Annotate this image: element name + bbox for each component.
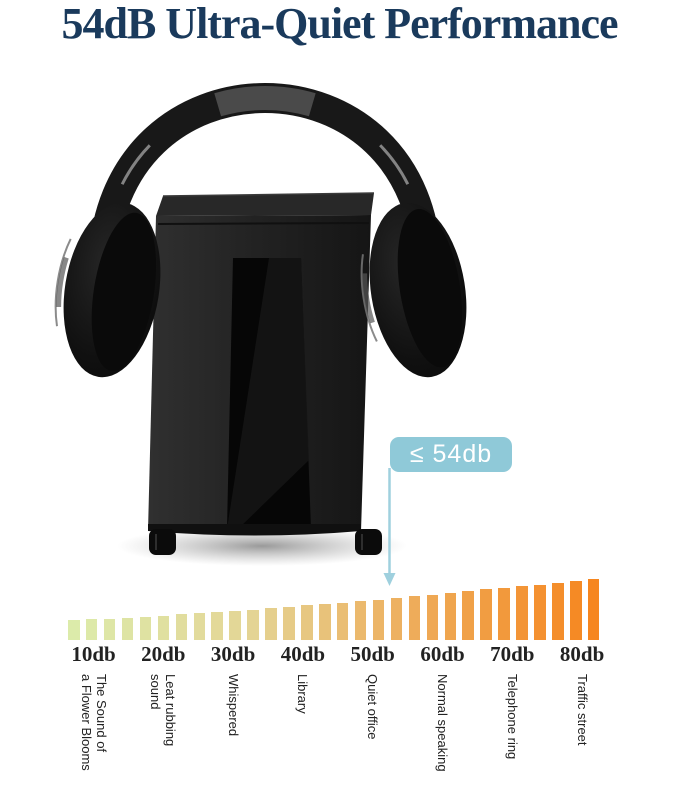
sound-example-label: Normal speaking: [435, 674, 450, 772]
lid-seam: [157, 222, 370, 225]
db-bar: [426, 594, 439, 640]
db-bar: [265, 608, 277, 640]
headband-pad: [91, 86, 439, 273]
sound-example-label: Quiet office: [365, 674, 381, 740]
x-tick-label: 60db: [420, 642, 465, 666]
caster-wheel-right: [355, 529, 382, 555]
db-bar: [372, 599, 385, 640]
db-bar: [193, 613, 205, 640]
db-bar: [175, 614, 188, 640]
floor-shadow: [117, 526, 407, 566]
x-tick-label: 20db: [141, 642, 186, 666]
page-title: 54dB Ultra-Quiet Performance: [61, 0, 618, 48]
db-bar: [301, 605, 313, 640]
noise-level-callout: ≤ 54db: [390, 437, 512, 472]
db-bar: [552, 582, 564, 640]
headphones-icon: [54, 83, 467, 378]
db-bar: [103, 618, 116, 640]
db-bar: [229, 610, 241, 640]
db-bar: [247, 609, 259, 640]
db-bar: [121, 618, 134, 640]
db-bar: [85, 619, 98, 640]
x-tick-label: 50db: [350, 642, 395, 666]
db-bar: [68, 620, 80, 640]
db-bar: [283, 607, 295, 640]
sound-example-label: Telephone ring: [504, 674, 520, 760]
db-bar: [534, 584, 546, 640]
window-reflection: [227, 258, 309, 529]
db-bar: [570, 580, 582, 640]
db-bar: [211, 612, 223, 640]
db-bar: [354, 601, 367, 640]
sound-example-label: Library: [295, 674, 311, 714]
db-bar: [390, 597, 403, 640]
db-bar: [444, 593, 457, 640]
ear-cup-left: [54, 202, 161, 378]
sound-example-label: Whispered: [225, 674, 241, 737]
x-tick-label: 30db: [210, 642, 256, 666]
db-bar: [587, 579, 600, 640]
db-bar: [498, 588, 510, 640]
x-tick-label: 70db: [490, 642, 535, 666]
x-tick-label: 40db: [280, 642, 326, 666]
db-bar: [408, 596, 421, 640]
db-bar: [319, 604, 331, 640]
shredder-base-strip: [148, 524, 361, 536]
db-bar: [157, 615, 170, 640]
callout-arrow: [383, 468, 396, 586]
x-tick-label: 80db: [559, 642, 605, 666]
db-bar: [139, 616, 152, 640]
top-edge-highlight: [162, 192, 375, 197]
shredder-illustration: [117, 192, 407, 566]
x-tick-label: 10db: [71, 642, 116, 666]
caster-wheel-left: [149, 529, 176, 555]
ear-cup-right: [360, 202, 467, 378]
sound-example-label: Leat rubbing sound: [148, 674, 179, 747]
sound-example-label: The Sound of a Flower Blooms: [78, 674, 109, 771]
db-bar: [516, 586, 528, 640]
sound-example-label: Traffic street: [574, 674, 590, 746]
db-bar: [462, 591, 474, 640]
shredder-top: [156, 193, 374, 216]
db-bar: [336, 602, 349, 640]
db-bar: [480, 589, 492, 640]
